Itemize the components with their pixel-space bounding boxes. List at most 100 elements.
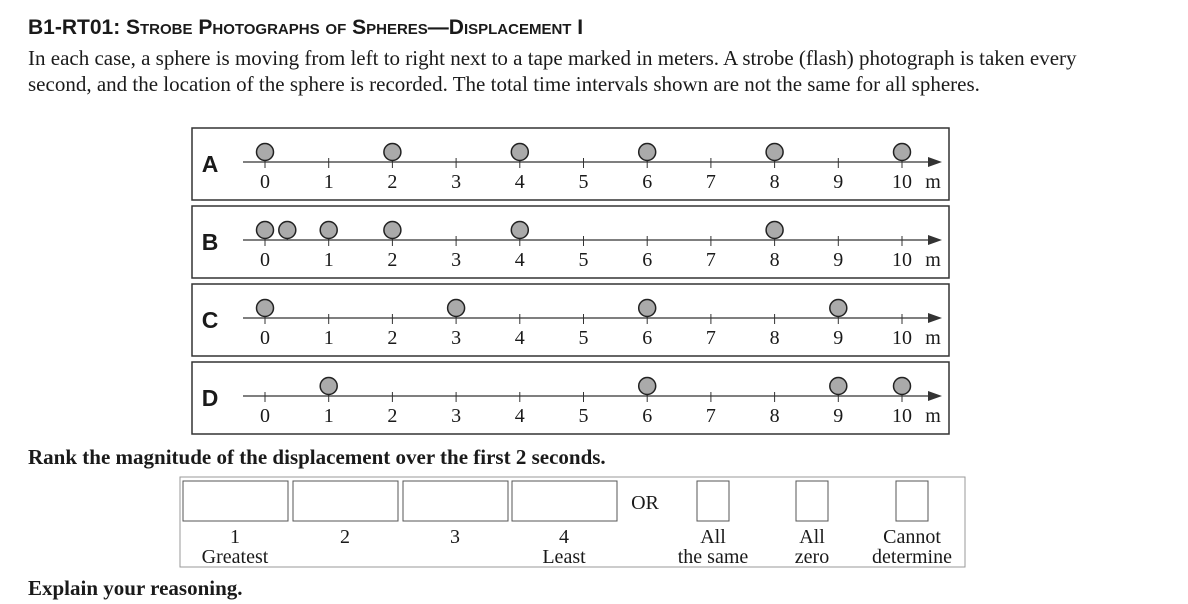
tick-label: 10 <box>892 249 912 271</box>
tick-label: 6 <box>642 171 652 193</box>
panel-label: D <box>202 385 219 411</box>
tick-label: 6 <box>642 405 652 427</box>
rank-label: Least <box>542 546 586 568</box>
sphere <box>829 298 848 318</box>
sphere <box>637 298 657 318</box>
tick-label: 2 <box>387 249 397 271</box>
tick-label: 4 <box>515 327 525 349</box>
rank-number: 2 <box>340 526 350 548</box>
option-line1: All <box>799 526 825 548</box>
option-line1: All <box>700 526 726 548</box>
tick-label: 6 <box>642 327 652 349</box>
tape-arrow <box>928 235 942 245</box>
sphere <box>892 376 912 396</box>
panel-label: C <box>202 307 219 333</box>
tick-label: 1 <box>324 327 334 349</box>
sphere <box>765 220 784 240</box>
option-box <box>895 480 929 522</box>
sphere <box>255 220 275 240</box>
rank-box <box>182 480 289 522</box>
rank-box <box>511 480 618 522</box>
tick-label: 5 <box>579 327 589 349</box>
option-line2: determine <box>872 546 952 568</box>
tick-label: 10 <box>892 405 912 427</box>
tick-label: 9 <box>833 405 843 427</box>
option-line2: zero <box>795 546 829 568</box>
panel-label: A <box>202 151 219 177</box>
tick-label: 5 <box>579 249 589 271</box>
tick-label: 2 <box>387 405 397 427</box>
question: Rank the magnitude of the displacement o… <box>28 445 606 469</box>
tick-label: 1 <box>324 405 334 427</box>
or-label: OR <box>631 492 659 514</box>
tick-label: 0 <box>260 249 270 271</box>
rank-box <box>402 480 509 522</box>
sphere <box>829 376 848 396</box>
tick-label: 9 <box>833 249 843 271</box>
rank-number: 3 <box>450 526 460 548</box>
rank-number: 1 <box>230 526 240 548</box>
panel-frame <box>191 361 950 435</box>
option-line2: the same <box>678 546 749 568</box>
tick-label: 3 <box>451 327 461 349</box>
tick-label: 8 <box>770 405 780 427</box>
tick-label: 5 <box>579 405 589 427</box>
option-box <box>795 480 829 522</box>
tick-label: 0 <box>260 327 270 349</box>
tick-label: 7 <box>706 405 716 427</box>
title: B1-RT01: Strobe Photographs of Spheres—D… <box>28 16 584 39</box>
tick-label: 0 <box>260 405 270 427</box>
tick-label: 8 <box>770 249 780 271</box>
tick-label: 10 <box>892 171 912 193</box>
tick-label: 3 <box>451 249 461 271</box>
sphere <box>278 220 297 240</box>
sphere <box>319 220 338 240</box>
tick-label: 4 <box>515 405 525 427</box>
tick-label: 7 <box>706 249 716 271</box>
prompt: Explain your reasoning. <box>28 576 243 600</box>
tick-label: 1 <box>324 249 334 271</box>
panel-label: B <box>202 229 219 255</box>
panel-frame <box>191 127 950 201</box>
unit-label: m <box>925 249 941 271</box>
sphere <box>765 142 784 162</box>
tick-label: 7 <box>706 327 716 349</box>
intro: In each case, a sphere is moving from le… <box>28 46 1077 96</box>
rank-box <box>292 480 399 522</box>
tick-label: 4 <box>515 171 525 193</box>
sphere <box>255 298 275 318</box>
unit-label: m <box>925 405 941 427</box>
sphere <box>637 376 657 396</box>
tape-arrow <box>928 157 942 167</box>
sphere <box>892 142 912 162</box>
option-line1: Cannot <box>883 526 941 548</box>
tick-label: 3 <box>451 171 461 193</box>
tape-arrow <box>928 313 942 323</box>
rank-number: 4 <box>559 526 569 548</box>
tick-label: 6 <box>642 249 652 271</box>
sphere <box>510 142 530 162</box>
sphere <box>319 376 338 396</box>
sphere <box>510 220 530 240</box>
tick-label: 2 <box>387 327 397 349</box>
sphere <box>383 220 402 240</box>
unit-label: m <box>925 171 941 193</box>
tick-label: 3 <box>451 405 461 427</box>
ranking-frame <box>179 476 966 568</box>
panel-frame <box>191 283 950 357</box>
unit-label: m <box>925 327 941 349</box>
tick-label: 8 <box>770 327 780 349</box>
tick-label: 4 <box>515 249 525 271</box>
tick-label: 5 <box>579 171 589 193</box>
tape-arrow <box>928 391 942 401</box>
tick-label: 8 <box>770 171 780 193</box>
option-box <box>696 480 730 522</box>
tick-label: 10 <box>892 327 912 349</box>
tick-label: 9 <box>833 171 843 193</box>
sphere <box>255 142 275 162</box>
sphere <box>637 142 657 162</box>
tick-label: 1 <box>324 171 334 193</box>
tick-label: 2 <box>387 171 397 193</box>
